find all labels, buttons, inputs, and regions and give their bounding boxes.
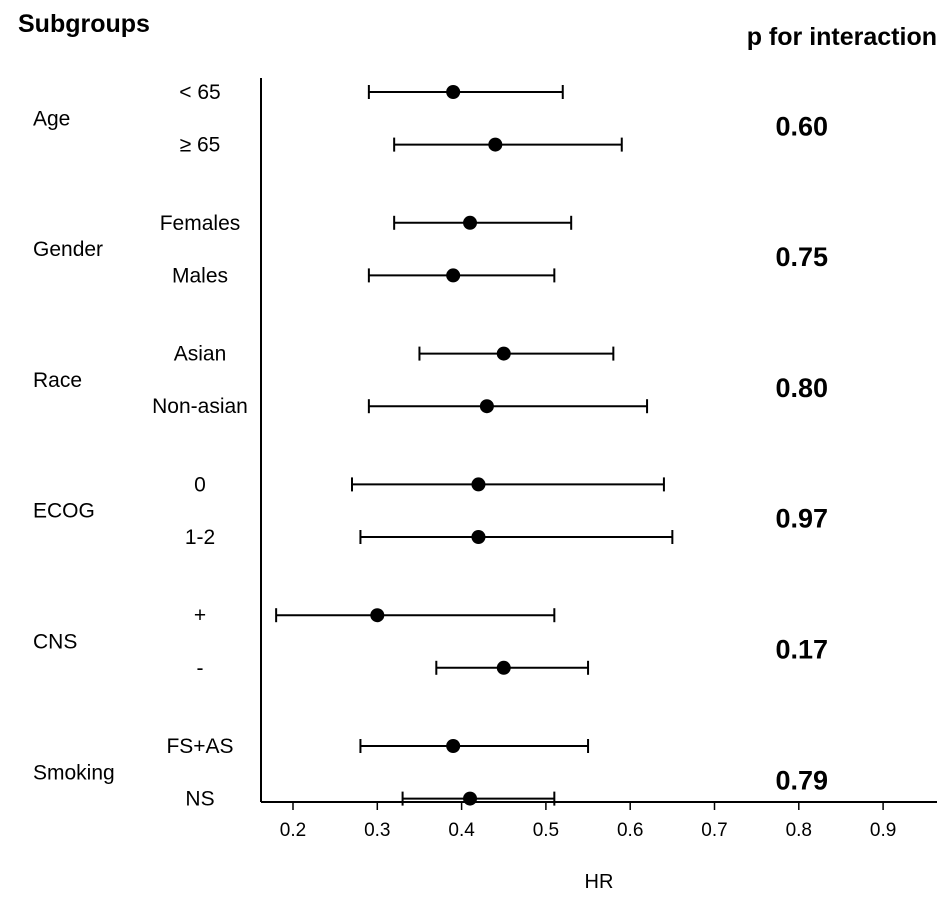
p-value-ecog: 0.97 xyxy=(775,504,828,534)
group-label-ecog: ECOG xyxy=(33,500,95,523)
plot-area xyxy=(275,85,674,806)
subgroups-title: Subgroups xyxy=(18,10,150,38)
p-value-gender: 0.75 xyxy=(775,242,828,272)
hr-point xyxy=(471,477,486,492)
subgroup-label: Females xyxy=(160,212,241,235)
x-tick-label: 0.8 xyxy=(786,820,812,841)
x-tick-label: 0.4 xyxy=(448,820,475,841)
hr-point xyxy=(446,85,461,99)
hr-point xyxy=(463,791,478,806)
subgroup-label: Asian xyxy=(174,343,227,366)
group-label-gender: Gender xyxy=(33,238,103,261)
subgroup-label: + xyxy=(194,604,206,627)
hr-point xyxy=(496,660,511,675)
hr-point xyxy=(479,399,494,414)
hr-point xyxy=(471,530,486,544)
group-label-smoking: Smoking xyxy=(33,761,115,784)
subgroup-label: < 65 xyxy=(179,81,220,104)
x-axis: 0.2 0.3 0.4 0.5 0.6 0.7 0.8 0.9 xyxy=(260,78,937,841)
subgroup-label: NS xyxy=(185,788,214,811)
hr-point xyxy=(370,608,385,623)
x-tick-label: 0.5 xyxy=(533,820,559,841)
x-tick-label: 0.3 xyxy=(364,820,390,841)
x-tick-label: 0.7 xyxy=(701,820,727,841)
hr-point xyxy=(463,215,478,230)
hr-point xyxy=(488,137,503,152)
p-interaction-header: p for interaction xyxy=(747,23,937,51)
subgroup-label: Males xyxy=(172,264,228,287)
p-value-race: 0.80 xyxy=(775,373,828,403)
x-tick-label: 0.9 xyxy=(870,820,896,841)
group-label-cns: CNS xyxy=(33,631,77,654)
p-value-smoking: 0.79 xyxy=(775,765,828,795)
subgroup-label: Non-asian xyxy=(152,395,248,418)
subgroup-label: 1-2 xyxy=(185,526,215,549)
subgroup-label: ≥ 65 xyxy=(180,134,221,157)
group-label-age: Age xyxy=(33,107,70,130)
subgroup-label: 0 xyxy=(194,473,206,496)
hr-point xyxy=(446,268,461,283)
p-value-cns: 0.17 xyxy=(775,635,828,665)
p-value-age: 0.60 xyxy=(775,111,828,141)
subgroup-label: - xyxy=(197,657,204,680)
subgroup-label: FS+AS xyxy=(166,735,233,758)
group-label-race: Race xyxy=(33,369,82,392)
x-tick-label: 0.6 xyxy=(617,820,643,841)
x-axis-label: HR xyxy=(585,871,614,893)
hr-point xyxy=(446,739,461,753)
row-labels: Age 0.60 < 65 ≥ 65 Gender 0.75 Females Males Rac… xyxy=(33,81,828,811)
hr-point xyxy=(496,346,511,361)
x-tick-label: 0.2 xyxy=(280,820,306,841)
